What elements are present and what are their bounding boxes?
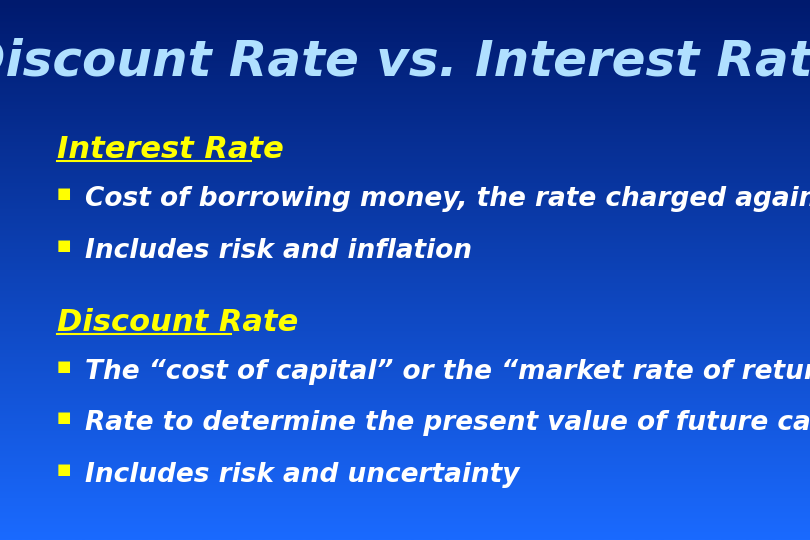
Text: The “cost of capital” or the “market rate of return”: The “cost of capital” or the “market rat… <box>85 359 810 385</box>
Text: ■: ■ <box>57 410 71 426</box>
Text: Discount Rate vs. Interest Rate: Discount Rate vs. Interest Rate <box>0 38 810 86</box>
Text: Interest Rate: Interest Rate <box>57 135 284 164</box>
Text: Rate to determine the present value of future cash flows: Rate to determine the present value of f… <box>85 410 810 436</box>
Text: ■: ■ <box>57 186 71 201</box>
Text: Discount Rate: Discount Rate <box>57 308 298 337</box>
Text: Includes risk and uncertainty: Includes risk and uncertainty <box>85 462 519 488</box>
Text: ■: ■ <box>57 359 71 374</box>
Text: ■: ■ <box>57 238 71 253</box>
Text: Cost of borrowing money, the rate charged against a loan: Cost of borrowing money, the rate charge… <box>85 186 810 212</box>
Text: ■: ■ <box>57 462 71 477</box>
Text: Includes risk and inflation: Includes risk and inflation <box>85 238 472 264</box>
